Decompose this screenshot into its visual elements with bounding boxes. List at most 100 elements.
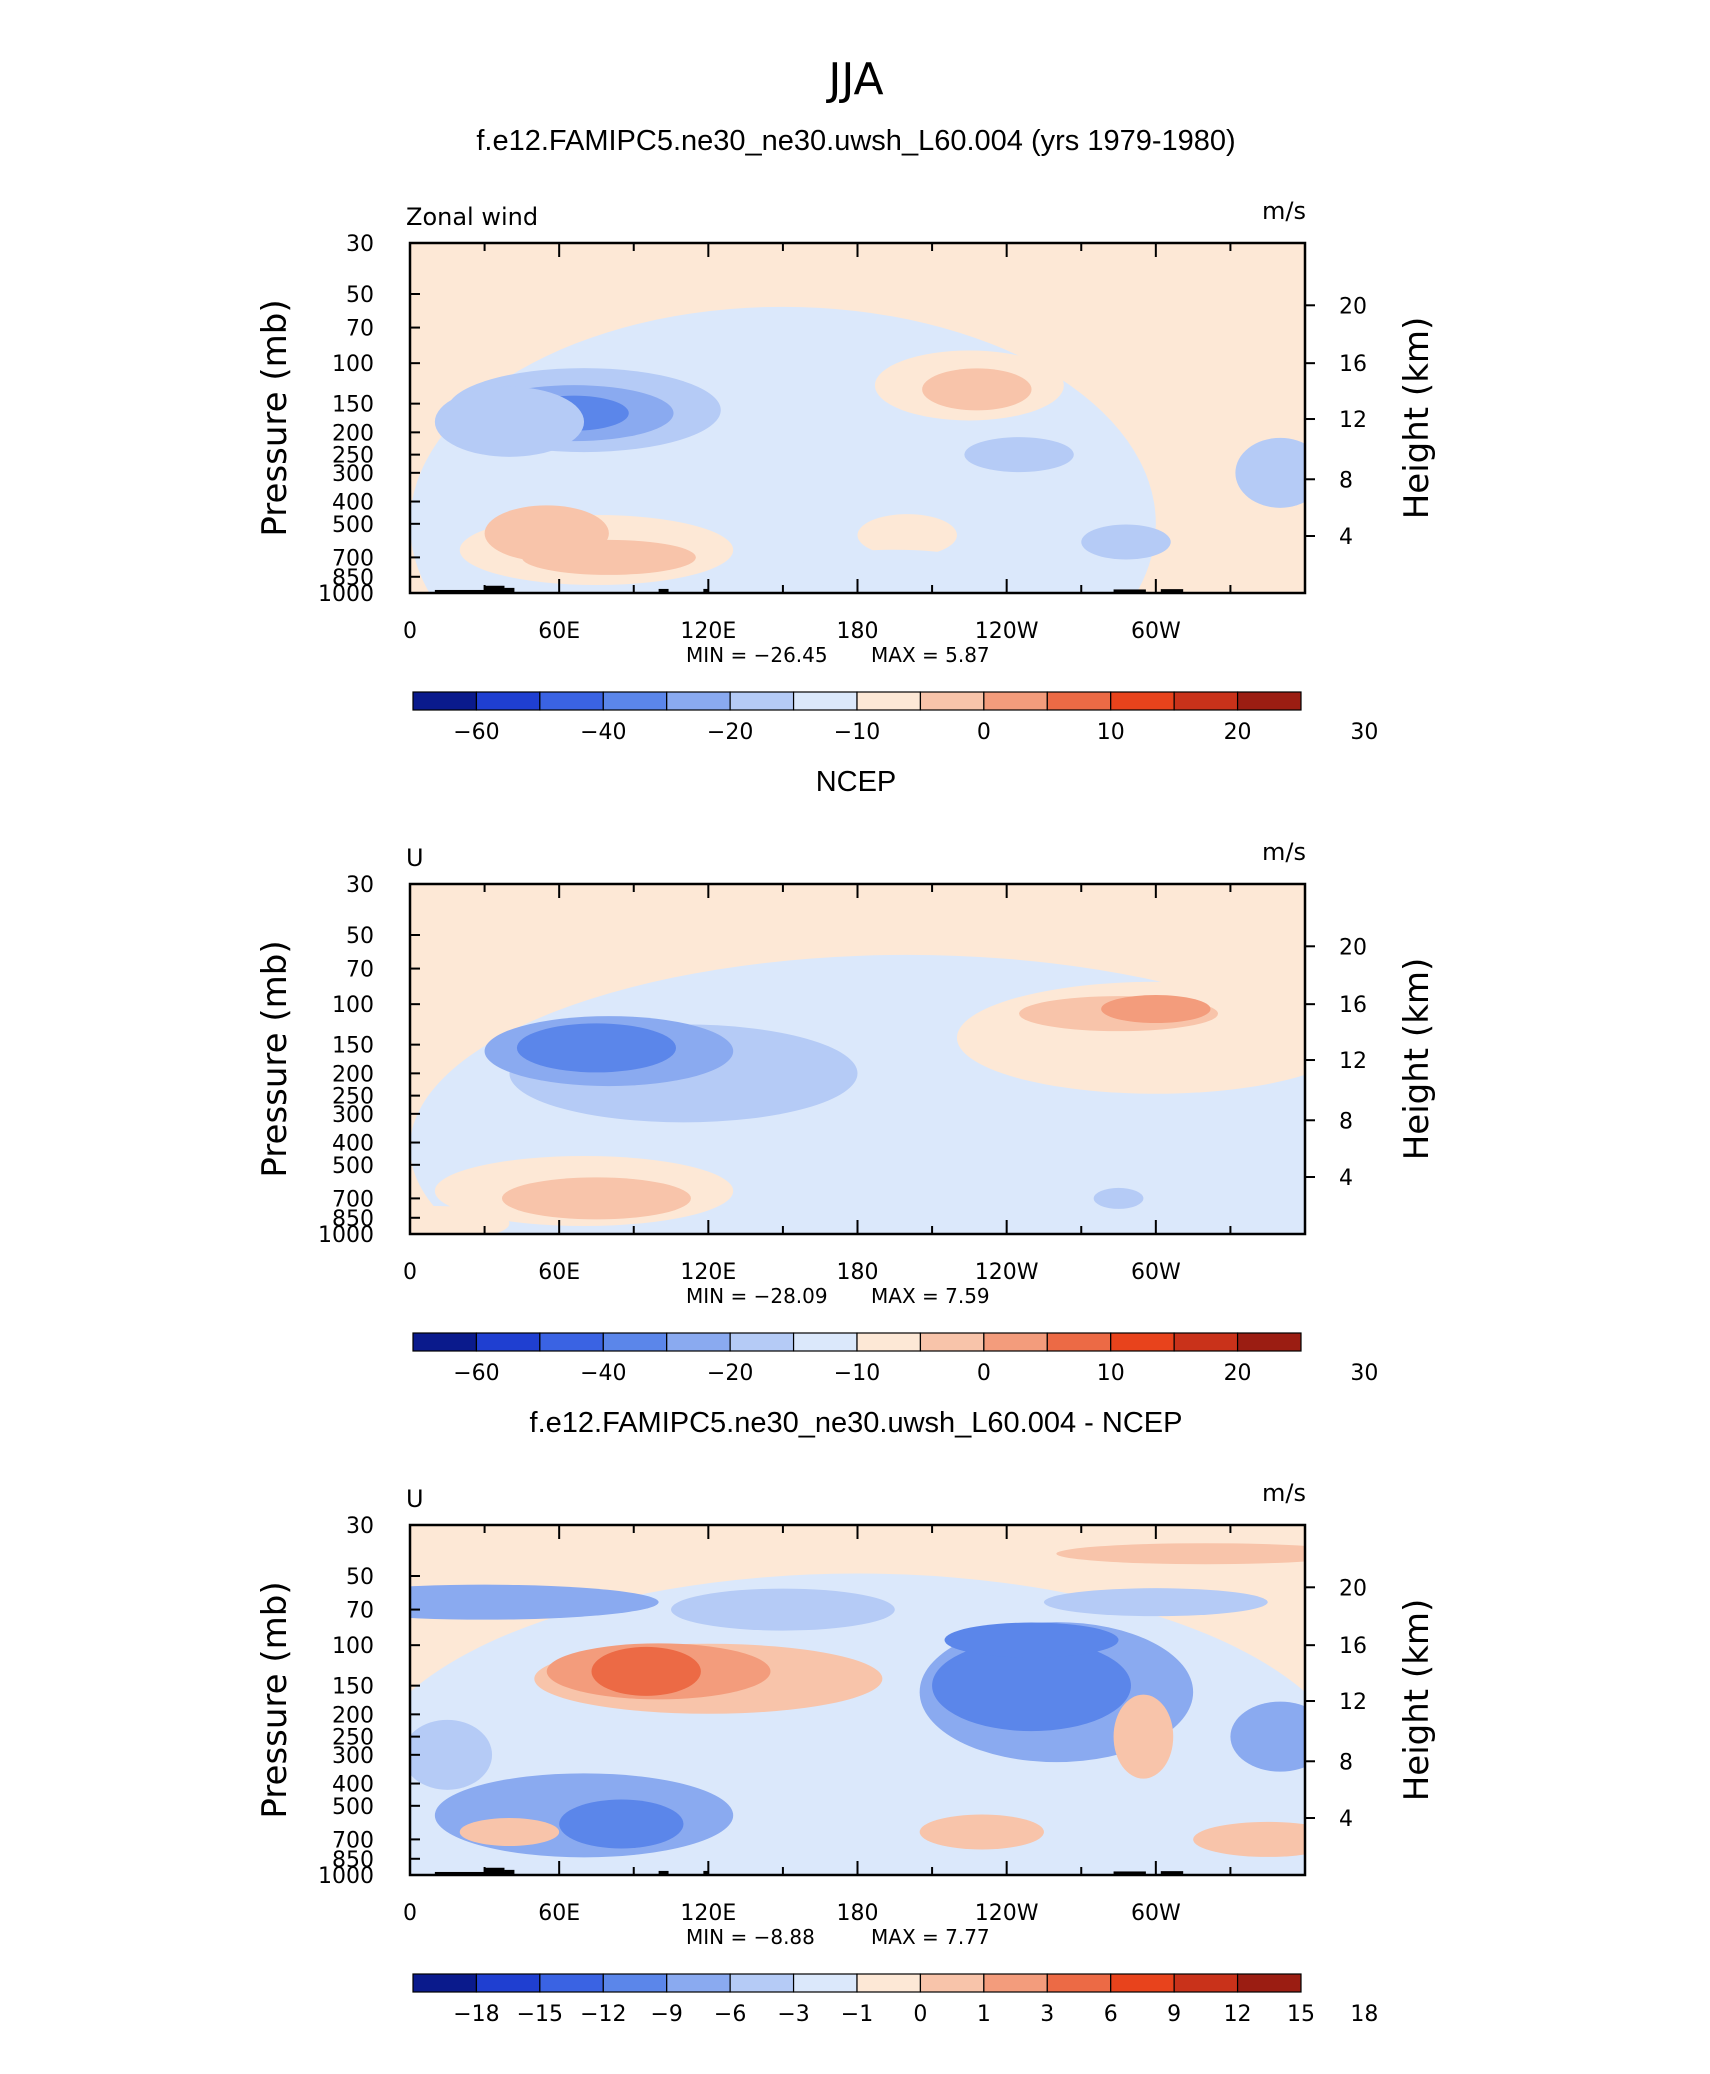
variable-label: U (406, 1485, 424, 1513)
colorbar-label: 0 (977, 720, 991, 745)
contour-region (434, 386, 585, 457)
colorbar-swatch (475, 691, 541, 711)
y-tick-label: 50 (346, 924, 374, 949)
contour-region (932, 1640, 1131, 1732)
y-tick-label: 70 (346, 1599, 374, 1624)
y-tick-label: 850 (332, 1848, 374, 1873)
colorbar-swatch (1110, 691, 1175, 711)
colorbar-swatch (602, 1332, 668, 1352)
panel-title: f.e12.FAMIPC5.ne30_ne30.uwsh_L60.004 (yr… (476, 125, 1235, 157)
y-axis-title: Pressure (mb) (255, 299, 295, 536)
colorbar-label: 10 (1097, 1361, 1125, 1386)
figure-title: JJA (825, 54, 883, 105)
y-tick-label: 70 (346, 317, 374, 342)
contour-region (559, 1799, 684, 1849)
contour-region (591, 1646, 701, 1696)
panel-3: f.e12.FAMIPC5.ne30_ne30.uwsh_L60.004 - N… (255, 1407, 1437, 2027)
x-tick-label: 180 (837, 1260, 879, 1285)
units-label: m/s (1262, 838, 1306, 866)
colorbar-swatch (919, 1332, 985, 1352)
contour-region (410, 1719, 493, 1790)
x-tick-label: 180 (837, 1901, 879, 1926)
colorbar-swatch (1046, 1973, 1112, 1993)
contour-region (459, 1818, 560, 1847)
x-tick-label: 60W (1131, 619, 1181, 644)
y-tick-label: 250 (332, 444, 374, 469)
panel-title: NCEP (816, 766, 897, 798)
colorbar-swatch (602, 1973, 668, 1993)
y-tick-label: 300 (332, 462, 374, 487)
orography-bar (484, 1867, 505, 1875)
orography-bar (1113, 589, 1146, 593)
colorbar-label: −9 (650, 2002, 682, 2027)
y-tick-label: 1000 (318, 582, 374, 607)
contour-region (944, 1622, 1119, 1658)
orography-bar (658, 1870, 669, 1875)
y-tick-label: 150 (332, 1675, 374, 1700)
min-label: MIN = −26.45 (686, 643, 828, 667)
colorbar-label: 18 (1350, 2002, 1378, 2027)
contour-region (1113, 1694, 1174, 1779)
colorbar-label: 30 (1350, 720, 1378, 745)
y-tick-label: 30 (346, 1514, 374, 1539)
colorbar-label: −60 (453, 720, 499, 745)
contour-region (410, 1584, 659, 1620)
colorbar-label: −3 (777, 2002, 809, 2027)
contour-region (1043, 1588, 1268, 1617)
colorbar-label: 9 (1167, 2002, 1181, 2027)
x-tick-label: 180 (837, 619, 879, 644)
colorbar-label: −40 (580, 720, 626, 745)
colorbar-label: −20 (707, 720, 753, 745)
y-tick-label: 150 (332, 1034, 374, 1059)
y-tick-label: 1000 (318, 1864, 374, 1889)
colorbar-swatch (412, 1973, 478, 1993)
contour-region (1081, 524, 1171, 560)
x-tick-label: 60W (1131, 1260, 1181, 1285)
colorbar-label: 10 (1097, 720, 1125, 745)
y-tick-label: 150 (332, 393, 374, 418)
colorbar-swatch (792, 1973, 858, 1993)
y-tick-label: 100 (332, 993, 374, 1018)
panel-1: f.e12.FAMIPC5.ne30_ne30.uwsh_L60.004 (yr… (255, 125, 1437, 745)
contour-region (1093, 1187, 1144, 1209)
contour-region (964, 437, 1074, 473)
y-tick-label: 200 (332, 1703, 374, 1728)
colorbar-swatch (729, 1332, 795, 1352)
y-tick-label: 300 (332, 1103, 374, 1128)
colorbar-label: −12 (580, 2002, 626, 2027)
y-tick-label: 30 (346, 232, 374, 257)
colorbar-swatch (856, 1332, 922, 1352)
contour-region (516, 1023, 677, 1073)
y-tick-label: 300 (332, 1744, 374, 1769)
orography-bar (658, 588, 669, 593)
contour-region (919, 1814, 1044, 1850)
contour-region (410, 1205, 510, 1234)
colorbar-label: 1 (977, 2002, 991, 2027)
contour-region (795, 549, 995, 592)
y-right-axis-title: Height (km) (1397, 958, 1437, 1161)
colorbar-swatch (666, 691, 731, 711)
y-tick-label: 1000 (318, 1223, 374, 1248)
contour-region (922, 368, 1032, 411)
y-right-tick-label: 4 (1339, 525, 1353, 550)
max-label: MAX = 7.77 (871, 1925, 990, 1949)
orography-bar (1113, 1871, 1146, 1875)
y-tick-label: 70 (346, 958, 374, 983)
y-right-tick-label: 12 (1339, 408, 1367, 433)
colorbar: −60 −40 −20 −10 0 10 20 30 (412, 1332, 1378, 1386)
colorbar-swatch (1173, 1332, 1239, 1352)
x-tick-label: 60E (538, 619, 580, 644)
y-tick-label: 700 (332, 1187, 374, 1212)
contour-region (1235, 437, 1305, 508)
orography-bar (504, 587, 515, 593)
colorbar-label: −20 (707, 1361, 753, 1386)
colorbar-swatch (856, 1973, 922, 1993)
y-tick-label: 250 (332, 1726, 374, 1751)
y-tick-label: 500 (332, 1795, 374, 1820)
colorbar-label: 15 (1287, 2002, 1315, 2027)
colorbar-label: 3 (1040, 2002, 1054, 2027)
colorbar-label: −10 (834, 1361, 880, 1386)
y-tick-label: 50 (346, 283, 374, 308)
y-tick-label: 100 (332, 1634, 374, 1659)
